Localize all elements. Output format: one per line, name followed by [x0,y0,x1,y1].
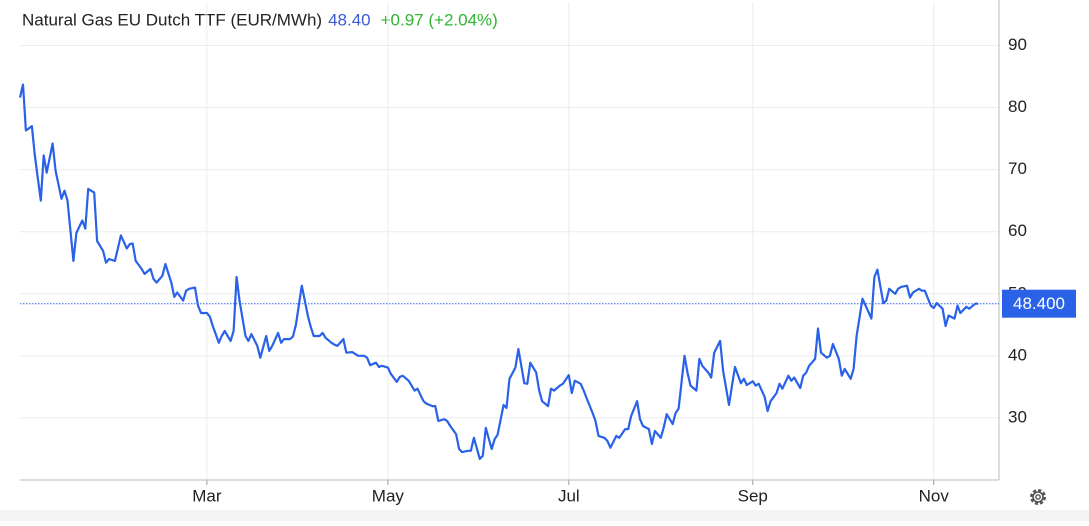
x-tick-label: Jul [558,486,580,505]
current-price-label: 48.400 [1013,294,1065,313]
current-price-box [1002,289,1076,318]
y-tick-label: 30 [1008,407,1027,426]
header-change: +0.97 (+2.04%) [381,10,498,29]
y-tick-label: 90 [1008,35,1027,54]
x-tick-label: Nov [919,486,950,505]
y-tick-label: 70 [1008,159,1027,178]
x-tick-label: Sep [738,486,768,505]
y-tick-label: 40 [1008,345,1027,364]
y-tick-label: 80 [1008,97,1027,116]
price-line [18,83,979,460]
x-tick-label: May [372,486,405,505]
y-tick-label: 60 [1008,221,1027,240]
header-price: 48.40 [328,10,371,29]
x-tick-label: Mar [192,486,222,505]
chart-title: Natural Gas EU Dutch TTF (EUR/MWh) [22,10,322,29]
footer-strip [0,510,1089,521]
settings-icon[interactable] [1030,489,1046,505]
